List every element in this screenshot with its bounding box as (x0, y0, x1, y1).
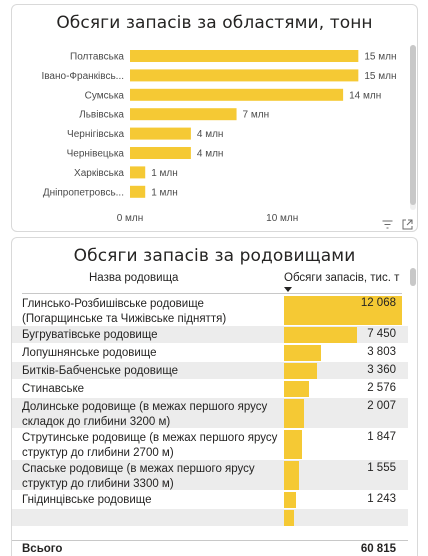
column-header-value[interactable]: Обсяги запасів, тис. т (284, 272, 400, 284)
table-title: Обсяги запасів за родовищами (73, 246, 356, 266)
category-label: Харківська (74, 168, 124, 179)
field-name-cell: Глинсько-Розбишівське родовище (Погарщин… (22, 298, 227, 325)
data-label: 15 млн (364, 71, 396, 82)
data-label: 14 млн (349, 90, 381, 101)
data-label: 1 млн (151, 168, 178, 179)
field-name-cell: Спаське родовище (в межах першого ярусу … (22, 463, 255, 490)
x-tick-label: 10 млн (266, 213, 298, 224)
bar-chart: Полтавська 15 млн Івано-Франківсь... 15 млн… (41, 50, 396, 224)
table-body: Глинсько-Розбишівське родовище (Погарщин… (12, 294, 408, 540)
table-total-row: Всього 60 815 (12, 540, 408, 556)
category-label: Полтавська (70, 52, 124, 63)
table-row[interactable]: Стинавське 2 576 (12, 379, 408, 397)
table-row[interactable]: Спаське родовище (в межах першого ярусу … (12, 459, 408, 490)
bar[interactable] (130, 127, 191, 140)
bar[interactable] (130, 50, 359, 62)
table-row[interactable]: Битків-Бабченське родовище 3 360 (12, 361, 408, 379)
total-value: 60 815 (360, 543, 396, 555)
table-row[interactable] (12, 508, 408, 526)
value-data-bar (284, 296, 402, 325)
value-data-bar (284, 327, 357, 343)
field-name-cell: Долинське родовище (в межах першого ярус… (22, 401, 268, 428)
category-label: Івано-Франківсь... (41, 71, 124, 82)
stock-value-cell: 1 243 (367, 493, 396, 505)
table-header: Назва родовища Обсяги запасів, тис. т (12, 268, 408, 292)
value-data-bar (284, 345, 322, 361)
chart-toolbar (382, 217, 413, 230)
stock-value-cell: 3 360 (367, 364, 396, 376)
bar[interactable] (130, 166, 146, 179)
category-label: Чернівецька (67, 149, 125, 160)
bar[interactable] (130, 185, 146, 198)
category-label: Сумська (85, 90, 125, 101)
column-header-name[interactable]: Назва родовища (89, 272, 179, 284)
data-label: 1 млн (151, 187, 178, 198)
stock-value-cell: 7 450 (367, 328, 396, 340)
table-scrollbar-thumb[interactable] (410, 268, 416, 286)
field-name-cell: Струтинське родовище (в межах першого яр… (22, 432, 278, 459)
table-row[interactable]: Гнідинцівське родовище 1 243 (12, 490, 408, 508)
data-label: 7 млн (243, 110, 270, 121)
stocks-by-region-card: Обсяги запасів за областями, тонн Полтав… (11, 4, 418, 232)
stock-value-cell: 12 068 (360, 297, 396, 309)
stock-value-cell: 1 555 (367, 462, 396, 474)
value-data-bar (284, 492, 297, 508)
field-name-cell: Гнідинцівське родовище (22, 494, 152, 506)
table-row[interactable]: Струтинське родовище (в межах першого яр… (12, 428, 408, 459)
table-row[interactable]: Глинсько-Розбишівське родовище (Погарщин… (12, 294, 408, 325)
value-data-bar (284, 381, 310, 397)
value-data-bar (284, 399, 304, 428)
data-label: 15 млн (364, 52, 396, 63)
stock-value-cell: 1 847 (367, 431, 396, 443)
category-label: Чернігівська (67, 129, 124, 140)
focus-mode-icon[interactable] (402, 217, 413, 230)
stock-value-cell: 3 803 (367, 346, 396, 358)
sort-desc-icon (284, 287, 292, 292)
data-label: 4 млн (197, 129, 224, 140)
filter-icon[interactable] (382, 217, 393, 229)
bar[interactable] (130, 108, 237, 121)
table-row[interactable]: Бугруватівське родовище 7 450 (12, 325, 408, 343)
chart-scrollbar-track[interactable] (410, 45, 416, 210)
stocks-by-field-card: Обсяги запасів за родовищами Назва родов… (11, 237, 418, 556)
bar[interactable] (130, 147, 191, 159)
bar[interactable] (130, 69, 359, 82)
value-data-bar (284, 430, 303, 459)
stock-value-cell: 2 007 (367, 400, 396, 412)
table-header-divider (22, 293, 402, 294)
chart-scrollbar-thumb[interactable] (410, 45, 416, 205)
x-tick-label: 0 млн (117, 213, 144, 224)
field-name-cell: Лопушнянське родовище (22, 347, 157, 359)
stock-value-cell: 2 576 (367, 382, 396, 394)
field-name-cell: Стинавське (22, 383, 85, 395)
chart-title: Обсяги запасів за областями, тонн (56, 13, 373, 33)
field-name-cell: Бугруватівське родовище (22, 329, 158, 341)
table-row[interactable]: Долинське родовище (в межах першого ярус… (12, 397, 408, 428)
table-row[interactable]: Лопушнянське родовище 3 803 (12, 343, 408, 361)
bar[interactable] (130, 88, 344, 101)
value-data-bar (284, 461, 300, 490)
field-name-cell: Битків-Бабченське родовище (22, 365, 179, 377)
category-label: Дніпропетровсь... (43, 187, 124, 198)
total-label: Всього (22, 543, 63, 555)
data-label: 4 млн (197, 149, 224, 160)
value-data-bar (284, 510, 295, 526)
value-data-bar (284, 363, 317, 379)
table-scrollbar-track[interactable] (410, 268, 416, 286)
category-label: Львівська (79, 110, 124, 121)
